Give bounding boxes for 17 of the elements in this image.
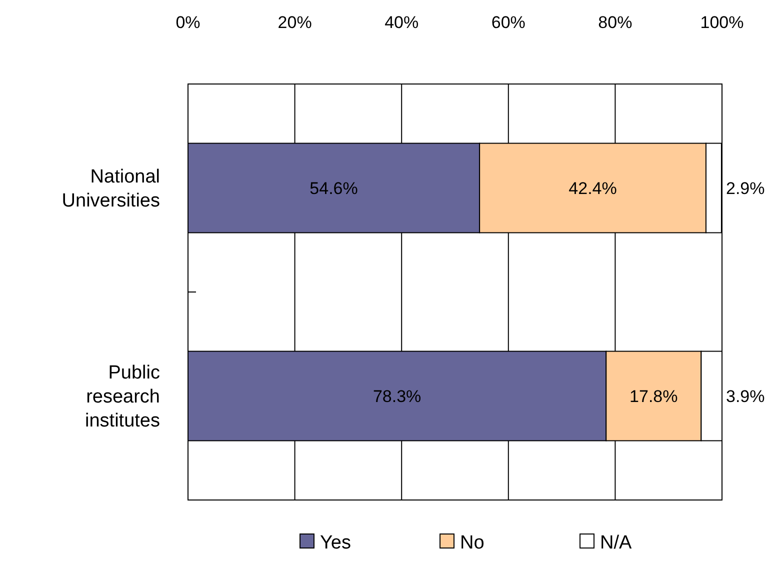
x-tick-label: 60% xyxy=(491,13,526,32)
legend-label: N/A xyxy=(600,532,632,554)
x-tick-label: 0% xyxy=(176,13,200,32)
data-label: 54.6% xyxy=(310,178,358,198)
data-label: 17.8% xyxy=(630,386,678,406)
data-label: 42.4% xyxy=(568,178,617,198)
y-tick-label: Public research institutes xyxy=(85,362,160,432)
data-label: 78.3% xyxy=(372,386,422,406)
data-label: 2.9% xyxy=(726,178,765,198)
x-tick-label: 20% xyxy=(278,13,312,32)
y-tick-label: National Universities xyxy=(62,166,160,212)
x-tick-label: 100% xyxy=(700,13,744,32)
x-tick-label: 80% xyxy=(598,13,632,32)
x-tick-label: 40% xyxy=(384,13,419,32)
legend-label: Yes xyxy=(320,532,351,554)
legend-label: No xyxy=(460,532,484,554)
data-label: 3.9% xyxy=(726,386,765,406)
